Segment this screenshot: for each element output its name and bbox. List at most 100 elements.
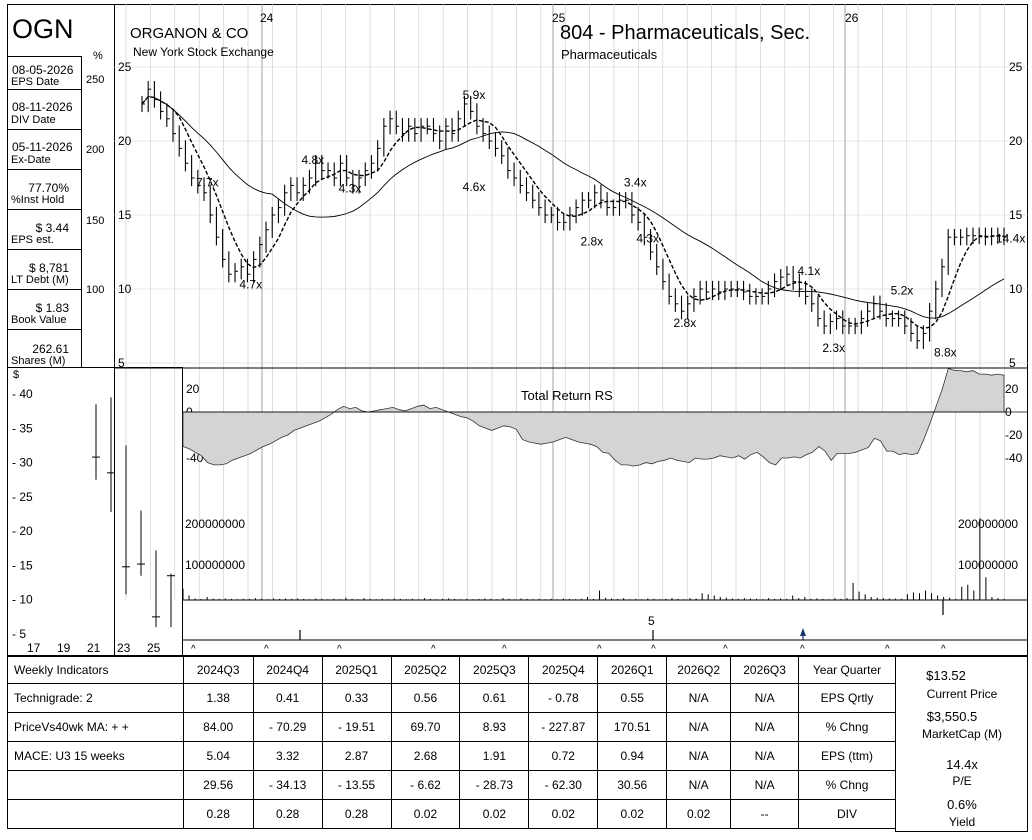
div-date-value: 08-11-2026 <box>12 100 73 114</box>
exchange-name: New York Stock Exchange <box>133 45 274 59</box>
volume-tick-left-200m: 200000000 <box>185 517 246 531</box>
value-cell: 0.02 <box>528 799 599 829</box>
inset-y-tick: - 35 <box>12 421 33 435</box>
metric-label-cell: EPS (ttm) <box>798 741 896 771</box>
lt-debt-cell: $ 8,781 LT Debt (M) <box>8 250 81 290</box>
inset-x-tick: 17 <box>27 641 41 655</box>
inst-hold-label: %Inst Hold <box>11 194 65 206</box>
ex-date-value: 05-11-2026 <box>12 140 73 154</box>
value-cell: 2.68 <box>390 741 461 771</box>
book-value-cell: $ 1.83 Book Value <box>8 290 81 330</box>
inset-x-tick: 25 <box>147 641 161 655</box>
pct-scale-150: 150 <box>86 215 105 227</box>
value-cell: 170.51 <box>597 712 668 742</box>
eps-date-value: 08-05-2026 <box>12 63 74 77</box>
year-label-26: 26 <box>845 11 859 25</box>
indicator-label-cell: MACE: U3 15 weeks <box>7 741 184 771</box>
value-cell: - 34.13 <box>252 770 323 800</box>
market-cap-value: $3,550.5 <box>926 709 978 724</box>
volume-layer: ^ ^ ^ ^ ^ ^ ^ ^ ^ ^ ^ <box>182 518 1005 655</box>
percent-symbol: % <box>93 50 103 62</box>
moving-averages-layer <box>141 95 1005 330</box>
current-price-label: Current Price <box>926 687 998 701</box>
value-cell: 0.28 <box>321 799 392 829</box>
weekly-indicators-table: Weekly Indicators 2024Q3 2024Q4 2025Q1 2025Q… <box>7 656 896 829</box>
inset-y-tick: - 25 <box>12 490 33 504</box>
volume-tick-left-100m: 100000000 <box>185 558 246 572</box>
price-tick-left: 10 <box>118 282 132 296</box>
vertical-grid <box>125 4 1005 600</box>
indicators-row: Technigrade: 2 1.38 0.41 0.33 0.56 0.61- 0.78… <box>7 683 896 713</box>
value-cell: - 0.78 <box>528 683 599 713</box>
event-caret: ^ <box>264 644 269 655</box>
value-cell: 0.41 <box>252 683 323 713</box>
inset-x-tick: 21 <box>87 641 101 655</box>
event-caret: ^ <box>597 644 602 655</box>
price-tick-left: 25 <box>118 60 132 74</box>
value-cell: 0.28 <box>252 799 323 829</box>
eps-est-value: $ 3.44 <box>35 221 69 235</box>
value-cell: 2026Q1 <box>597 656 668 684</box>
inset-y-tick: - 20 <box>12 524 33 538</box>
event-caret: ^ <box>941 644 946 655</box>
ma-short-line <box>141 95 1005 330</box>
rs-tick-left: 20 <box>186 382 200 396</box>
shares-cell: 262.61 Shares (M) <box>8 330 81 368</box>
value-cell: N/A <box>730 712 800 742</box>
split-marker-label: 5 <box>648 614 655 628</box>
metric-label-cell: DIV <box>798 799 896 829</box>
value-cell: 0.28 <box>182 799 254 829</box>
div-date-cell: 08-11-2026 DIV Date <box>8 90 81 130</box>
value-cell: 2025Q3 <box>459 656 530 684</box>
value-cell: 0.94 <box>597 741 668 771</box>
event-caret: ^ <box>191 644 196 655</box>
metric-label-cell: % Chng <box>798 770 896 800</box>
event-caret: ^ <box>723 644 728 655</box>
inset-chart-frame <box>7 367 183 656</box>
div-date-label: DIV Date <box>11 114 56 126</box>
value-cell: 2025Q4 <box>528 656 599 684</box>
rs-tick-right: -40 <box>1005 451 1023 465</box>
indicators-row: 29.56- 34.13- 13.55- 6.62- 28.73- 62.30 3… <box>7 770 896 800</box>
event-caret: ^ <box>431 644 436 655</box>
inset-x-tick: 19 <box>57 641 71 655</box>
pe-annotation: 5.9x <box>463 88 486 102</box>
value-cell: N/A <box>666 712 732 742</box>
value-cell: -- <box>730 799 800 829</box>
value-cell: 0.61 <box>459 683 530 713</box>
side-panel-divider <box>81 56 82 368</box>
ma-long-line <box>141 96 1005 319</box>
lt-debt-label: LT Debt (M) <box>11 274 69 286</box>
book-value-label: Book Value <box>11 314 67 326</box>
value-cell: 2025Q2 <box>390 656 461 684</box>
indicator-label-cell <box>7 799 184 829</box>
pe-label: P/E <box>952 774 972 788</box>
event-caret: ^ <box>651 644 656 655</box>
shares-value: 262.61 <box>32 342 69 356</box>
value-cell: 2026Q2 <box>666 656 732 684</box>
pe-annotation: 2.8x <box>674 316 697 330</box>
price-tick-right: 20 <box>1009 134 1023 148</box>
pct-scale-250: 250 <box>86 74 105 86</box>
price-tick-right: 5 <box>1009 356 1016 370</box>
eps-est-label: EPS est. <box>11 234 54 246</box>
inst-hold-value: 77.70% <box>28 181 69 195</box>
event-caret: ^ <box>337 644 342 655</box>
rs-area <box>182 367 1005 467</box>
indicator-label-cell: Technigrade: 2 <box>7 683 184 713</box>
value-cell: 0.02 <box>666 799 732 829</box>
value-cell: 69.70 <box>390 712 461 742</box>
ex-date-cell: 05-11-2026 Ex-Date <box>8 130 81 170</box>
inset-layer: - 40 - 35 - 30 - 25 - 20 - 15 - 10 - 517 19 21 23 2… <box>12 387 175 655</box>
event-caret: ^ <box>800 644 805 655</box>
value-cell: 0.55 <box>597 683 668 713</box>
year-label-24: 24 <box>260 11 274 25</box>
value-cell: 2024Q3 <box>182 656 254 684</box>
value-cell: - 62.30 <box>528 770 599 800</box>
value-cell: - 19.51 <box>321 712 392 742</box>
value-cell: 8.93 <box>459 712 530 742</box>
value-cell: - 6.62 <box>390 770 461 800</box>
eps-est-cell: $ 3.44 EPS est. <box>8 210 81 250</box>
value-cell: 2025Q1 <box>321 656 392 684</box>
